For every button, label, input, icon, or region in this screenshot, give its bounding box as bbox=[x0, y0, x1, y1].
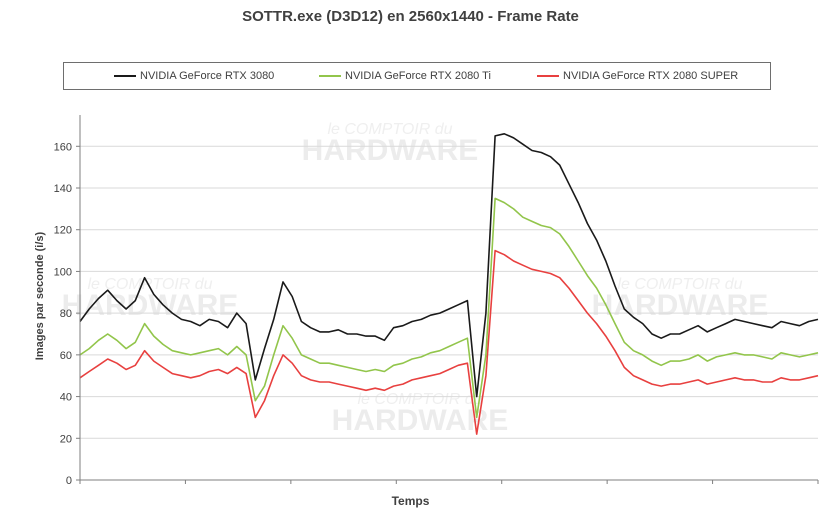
watermark-text-2-top: le COMPTOIR du bbox=[617, 276, 742, 293]
watermark-text-0-bottom: HARDWARE bbox=[302, 134, 479, 167]
y-tick-label-1: 20 bbox=[60, 433, 72, 445]
series-lines bbox=[79, 133, 819, 435]
x-axis-label: Temps bbox=[391, 494, 430, 508]
watermark-text-1-bottom: HARDWARE bbox=[62, 289, 239, 322]
legend: NVIDIA GeForce RTX 3080 NVIDIA GeForce R… bbox=[63, 62, 771, 90]
y-tick-label-6: 120 bbox=[54, 225, 72, 237]
y-tick-label-8: 160 bbox=[54, 141, 72, 153]
y-tick-label-0: 0 bbox=[66, 475, 72, 487]
y-tick-label-5: 100 bbox=[54, 266, 72, 278]
legend-label-rtx2080super: NVIDIA GeForce RTX 2080 SUPER bbox=[563, 70, 739, 82]
legend-label-rtx2080ti: NVIDIA GeForce RTX 2080 Ti bbox=[345, 70, 491, 82]
series-line-2 bbox=[79, 249, 819, 435]
legend-swatch-rtx3080 bbox=[114, 75, 136, 78]
watermark-text-0-top: le COMPTOIR du bbox=[327, 121, 452, 138]
watermark-text-3-top: le COMPTOIR du bbox=[357, 391, 482, 408]
y-axis-label: Images par seconde (i/s) bbox=[34, 231, 46, 361]
y-tick-label-3: 60 bbox=[60, 350, 72, 362]
legend-item-rtx2080ti: NVIDIA GeForce RTX 2080 Ti bbox=[319, 70, 491, 82]
watermark-text-3-bottom: HARDWARE bbox=[332, 404, 509, 437]
watermark-text-1-top: le COMPTOIR du bbox=[87, 276, 212, 293]
series-line-1 bbox=[79, 197, 819, 419]
legend-swatch-rtx2080ti bbox=[319, 75, 341, 78]
legend-label-rtx3080: NVIDIA GeForce RTX 3080 bbox=[140, 70, 275, 82]
chart-title: SOTTR.exe (D3D12) en 2560x1440 - Frame R… bbox=[242, 8, 579, 25]
series-line-0 bbox=[79, 133, 819, 398]
legend-swatch-rtx2080super bbox=[537, 75, 559, 78]
legend-item-rtx2080super: NVIDIA GeForce RTX 2080 SUPER bbox=[537, 70, 738, 82]
y-tick-label-7: 140 bbox=[54, 183, 72, 195]
y-tick-label-4: 80 bbox=[60, 308, 72, 320]
axes: 0 20 40 60 80 100 120 140 160 bbox=[54, 115, 819, 487]
legend-item-rtx3080: NVIDIA GeForce RTX 3080 bbox=[114, 70, 274, 82]
y-tick-label-2: 40 bbox=[60, 392, 72, 404]
watermark-text-2-bottom: HARDWARE bbox=[592, 289, 769, 322]
